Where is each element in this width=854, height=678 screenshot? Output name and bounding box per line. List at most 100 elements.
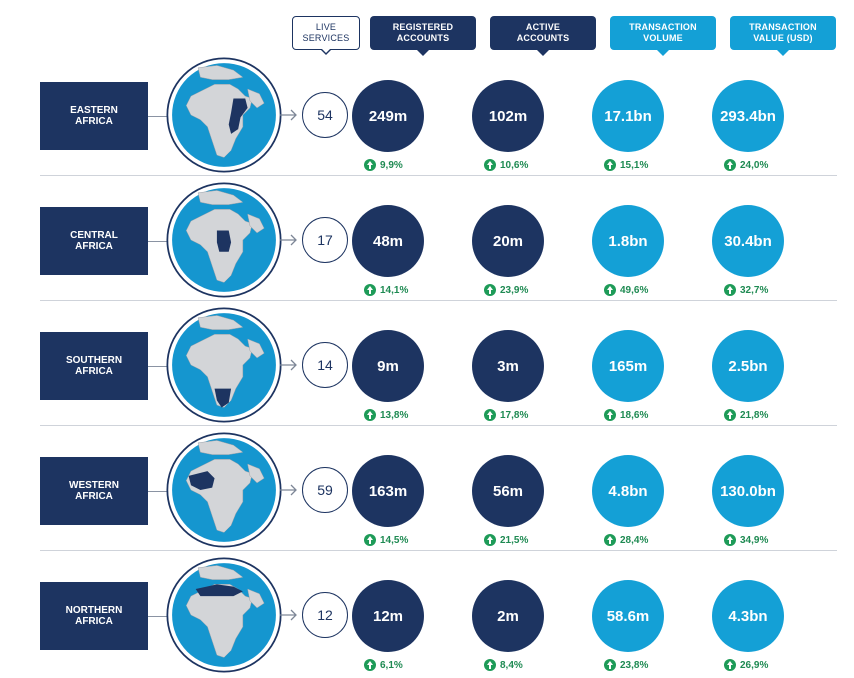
- active-change: 21,5%: [484, 533, 528, 547]
- value-value-bubble: 293.4bn: [712, 80, 784, 152]
- volume-change-text: 49,6%: [620, 284, 649, 296]
- up-arrow-icon: [604, 659, 616, 671]
- row-divider: [40, 300, 837, 301]
- active-change-text: 21,5%: [500, 534, 529, 546]
- registered-value-bubble: 12m: [352, 580, 424, 652]
- connector-line: [148, 366, 168, 367]
- active-change: 8,4%: [484, 658, 523, 672]
- volume-value-bubble: 1.8bn: [592, 205, 664, 277]
- arrow-right-icon: [280, 109, 297, 121]
- active-change: 10,6%: [484, 158, 528, 172]
- up-arrow-icon: [724, 409, 736, 421]
- active-change-text: 17,8%: [500, 409, 529, 421]
- region-label: WESTERN AFRICA: [40, 457, 148, 525]
- active-value-bubble: 56m: [472, 455, 544, 527]
- africa-globe-icon: [166, 557, 282, 673]
- value-value-bubble: 2.5bn: [712, 330, 784, 402]
- header-transaction-volume: TRANSACTION VOLUME: [610, 16, 716, 56]
- arrow-right-icon: [280, 359, 297, 371]
- row-divider: [40, 550, 837, 551]
- region-row: EASTERN AFRICA 54 249m 9,9% 102m 10,6% 17.1bn 1…: [0, 50, 854, 175]
- arrow-right-icon: [280, 609, 297, 621]
- value-value-bubble: 30.4bn: [712, 205, 784, 277]
- up-arrow-icon: [484, 409, 496, 421]
- value-change: 32,7%: [724, 283, 768, 297]
- header-active-accounts-label: ACTIVE ACCOUNTS: [516, 22, 570, 43]
- up-arrow-icon: [484, 284, 496, 296]
- volume-value-bubble: 4.8bn: [592, 455, 664, 527]
- volume-change: 23,8%: [604, 658, 648, 672]
- value-change-text: 26,9%: [740, 659, 769, 671]
- registered-change-text: 9,9%: [380, 159, 403, 171]
- arrow-right-icon: [280, 234, 297, 246]
- value-change-text: 34,9%: [740, 534, 769, 546]
- registered-change-text: 13,8%: [380, 409, 409, 421]
- africa-globe-icon: [166, 182, 282, 298]
- live-services-count: 12: [302, 592, 348, 638]
- live-services-count: 59: [302, 467, 348, 513]
- up-arrow-icon: [724, 284, 736, 296]
- active-value-bubble: 20m: [472, 205, 544, 277]
- registered-value-bubble: 48m: [352, 205, 424, 277]
- arrow-right-icon: [280, 484, 297, 496]
- volume-change-text: 23,8%: [620, 659, 649, 671]
- region-label: EASTERN AFRICA: [40, 82, 148, 150]
- region-row: SOUTHERN AFRICA 14 9m 13,8% 3m 17,8% 165m 18,6%…: [0, 300, 854, 425]
- up-arrow-icon: [364, 659, 376, 671]
- up-arrow-icon: [484, 659, 496, 671]
- active-value-bubble: 102m: [472, 80, 544, 152]
- registered-change: 9,9%: [364, 158, 403, 172]
- header-pointer: [657, 50, 669, 56]
- active-change: 23,9%: [484, 283, 528, 297]
- volume-change-text: 15,1%: [620, 159, 649, 171]
- connector-line: [148, 616, 168, 617]
- registered-change: 14,1%: [364, 283, 408, 297]
- header-pointer: [777, 50, 789, 56]
- up-arrow-icon: [724, 534, 736, 546]
- active-value-bubble: 2m: [472, 580, 544, 652]
- registered-change: 13,8%: [364, 408, 408, 422]
- active-change-text: 23,9%: [500, 284, 529, 296]
- header-active-accounts: ACTIVE ACCOUNTS: [490, 16, 596, 56]
- registered-change-text: 14,1%: [380, 284, 409, 296]
- up-arrow-icon: [484, 159, 496, 171]
- live-services-count: 14: [302, 342, 348, 388]
- volume-change-text: 18,6%: [620, 409, 649, 421]
- registered-value-bubble: 9m: [352, 330, 424, 402]
- region-label: NORTHERN AFRICA: [40, 582, 148, 650]
- active-change-text: 8,4%: [500, 659, 523, 671]
- live-services-count: 54: [302, 92, 348, 138]
- connector-line: [148, 491, 168, 492]
- connector-line: [148, 241, 168, 242]
- volume-change: 49,6%: [604, 283, 648, 297]
- header-pointer: [417, 50, 429, 56]
- region-label: SOUTHERN AFRICA: [40, 332, 148, 400]
- up-arrow-icon: [364, 409, 376, 421]
- live-services-count: 17: [302, 217, 348, 263]
- registered-change-text: 14,5%: [380, 534, 409, 546]
- active-value-bubble: 3m: [472, 330, 544, 402]
- value-value-bubble: 130.0bn: [712, 455, 784, 527]
- header-transaction-value: TRANSACTION VALUE (USD): [730, 16, 836, 56]
- value-change-text: 32,7%: [740, 284, 769, 296]
- region-label: CENTRAL AFRICA: [40, 207, 148, 275]
- value-change: 34,9%: [724, 533, 768, 547]
- up-arrow-icon: [604, 159, 616, 171]
- region-row: WESTERN AFRICA 59 163m 14,5% 56m 21,5% 4.8bn 28…: [0, 425, 854, 550]
- volume-change: 15,1%: [604, 158, 648, 172]
- active-change-text: 10,6%: [500, 159, 529, 171]
- up-arrow-icon: [724, 159, 736, 171]
- connector-line: [148, 116, 168, 117]
- value-value-bubble: 4.3bn: [712, 580, 784, 652]
- up-arrow-icon: [364, 284, 376, 296]
- africa-globe-icon: [166, 432, 282, 548]
- header-pointer: [537, 50, 549, 56]
- up-arrow-icon: [484, 534, 496, 546]
- value-change: 26,9%: [724, 658, 768, 672]
- header-live-services-label: LIVE SERVICES: [302, 22, 350, 43]
- volume-value-bubble: 17.1bn: [592, 80, 664, 152]
- row-divider: [40, 175, 837, 176]
- up-arrow-icon: [604, 409, 616, 421]
- header-live-services: LIVE SERVICES: [292, 16, 360, 55]
- value-change-text: 24,0%: [740, 159, 769, 171]
